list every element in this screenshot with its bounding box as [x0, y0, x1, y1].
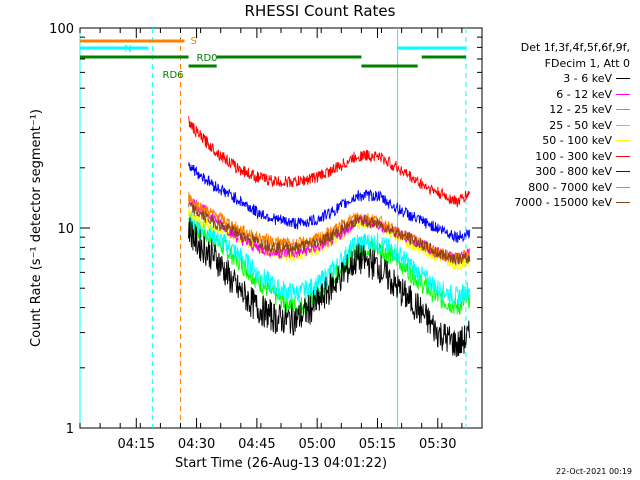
legend-swatch: [616, 78, 630, 80]
x-tick-label: 04:30: [178, 437, 215, 452]
legend-item: 3 - 6 keV: [514, 71, 630, 87]
chart-title: RHESSI Count Rates: [244, 2, 396, 20]
series-line-25-50-kev: [188, 205, 471, 307]
legend-swatch: [616, 124, 630, 126]
timestamp: 22-Oct-2021 00:19: [556, 467, 632, 476]
legend-label: 7000 - 15000 keV: [514, 196, 612, 209]
legend-swatch: [616, 171, 630, 173]
legend-label: 50 - 100 keV: [542, 134, 612, 147]
legend-item: 6 - 12 keV: [514, 87, 630, 103]
legend-item: 25 - 50 keV: [514, 118, 630, 134]
series-line-7000-15000-kev: [188, 201, 471, 267]
legend-swatch: [616, 109, 630, 111]
y-tick-label: 100: [49, 22, 74, 37]
x-tick-label: 05:15: [359, 437, 396, 452]
y-tick-label: 1: [66, 422, 74, 437]
legend-label: 6 - 12 keV: [556, 87, 612, 101]
legend-swatch: [616, 186, 630, 188]
legend-item: 100 - 300 keV: [514, 149, 630, 165]
x-tick-label: 04:45: [238, 437, 275, 452]
plot-frame: [79, 27, 483, 429]
legend-label: 25 - 50 keV: [549, 118, 612, 132]
series-line-3-6-kev: [188, 217, 471, 358]
segment-label-rd6: RD6: [163, 70, 184, 81]
y-tick-label: 10: [57, 222, 74, 237]
legend-label: 100 - 300 keV: [535, 149, 612, 163]
legend-swatch: [616, 140, 630, 142]
x-axis-label: Start Time (26-Aug-13 04:01:22): [175, 456, 387, 471]
segment-label-s: S: [191, 36, 197, 47]
legend-header-line-1: Det 1f,3f,4f,5f,6f,9f,: [520, 41, 630, 54]
legend-header-line-2: FDecim 1, Att 0: [544, 56, 630, 70]
legend-label: 300 - 800 keV: [535, 165, 612, 178]
x-tick-label: 05:00: [298, 437, 335, 452]
x-tick-label: 05:30: [419, 437, 456, 452]
legend-item: 7000 - 15000 keV: [514, 195, 630, 211]
legend-label: 3 - 6 keV: [563, 72, 612, 85]
legend-item: 800 - 7000 keV: [514, 180, 630, 196]
legend-item: 300 - 800 keV: [514, 164, 630, 180]
series-line-100-300-kev: [188, 116, 471, 208]
legend-item: 12 - 25 keV: [514, 102, 630, 118]
legend-swatch: [616, 93, 630, 95]
legend-entries: 3 - 6 keV 6 - 12 keV 12 - 25 keV 25 - 50 ke…: [514, 71, 630, 211]
segment-label-n: N: [124, 44, 131, 55]
chart-legend: Det 1f,3f,4f,5f,6f,9f, FDecim 1, Att 0 3…: [514, 40, 630, 211]
series-line-300-800-kev: [188, 162, 471, 243]
legend-swatch: [616, 202, 630, 204]
legend-swatch: [616, 155, 630, 157]
legend-label: 12 - 25 keV: [549, 103, 612, 116]
x-tick-label: 04:15: [118, 437, 155, 452]
y-axis-label: Count Rate (s⁻¹ detector segment⁻¹): [29, 109, 44, 347]
segment-label-rd0: RD0: [197, 53, 218, 64]
legend-item: 50 - 100 keV: [514, 133, 630, 149]
legend-label: 800 - 7000 keV: [528, 180, 612, 194]
